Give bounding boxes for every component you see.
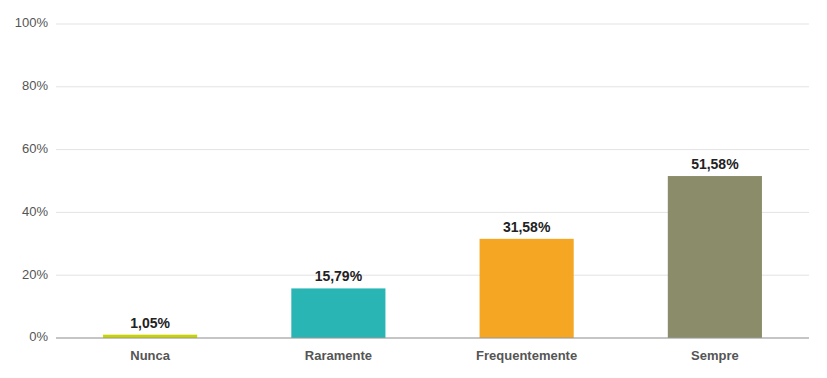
x-tick-label: Raramente [305,348,372,363]
y-tick-label: 100% [15,15,49,30]
grid-line [56,86,809,87]
bars [103,176,762,338]
data-label: 1,05% [130,315,170,331]
data-label: 31,58% [503,219,551,235]
y-tick-label: 80% [22,78,48,93]
page: {"chart_data": {"type": "bar", "categori… [0,0,827,378]
x-tick-label: Nunca [130,348,171,363]
bar [291,288,385,338]
chart-svg: 0% 20% 40% 60% 80% 100% 1,05% 15,79% 31,58% 51,58… [0,0,827,378]
grid-line [56,338,809,339]
x-axis: Nunca Raramente Frequentemente Sempre [130,348,738,363]
grid-line [56,149,809,150]
x-tick-label: Frequentemente [476,348,577,363]
bar [480,239,574,338]
data-labels: 1,05% 15,79% 31,58% 51,58% [130,156,739,331]
y-grid [56,24,809,338]
y-tick-label: 0% [29,329,48,344]
bar [668,176,762,338]
data-label: 15,79% [315,268,363,284]
y-tick-label: 40% [22,204,48,219]
y-tick-label: 60% [22,141,48,156]
chart-container: 0% 20% 40% 60% 80% 100% 1,05% 15,79% 31,58% 51,58… [0,0,827,378]
x-axis-line [56,338,809,339]
y-axis: 0% 20% 40% 60% 80% 100% [15,15,49,344]
x-tick-label: Sempre [691,348,739,363]
grid-line [56,24,809,25]
y-tick-label: 20% [22,267,48,282]
data-label: 51,58% [691,156,739,172]
